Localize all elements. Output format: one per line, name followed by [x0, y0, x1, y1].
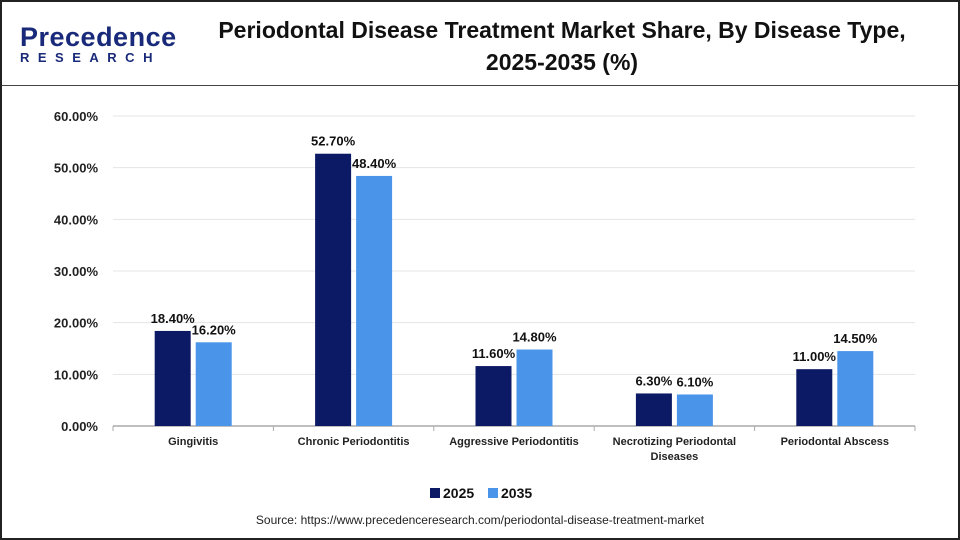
bar-2035 [676, 394, 713, 426]
data-label: 18.40% [151, 311, 196, 326]
y-tick-label: 50.00% [54, 161, 99, 176]
y-tick-label: 40.00% [54, 212, 99, 227]
bar-2025 [635, 393, 672, 426]
bar-2025 [315, 153, 352, 426]
legend-label: 2035 [501, 485, 532, 501]
data-label: 14.80% [512, 330, 557, 345]
x-tick-label: Necrotizing Periodontal [613, 436, 736, 448]
y-tick-label: 30.00% [54, 264, 99, 279]
header: Precedence RESEARCH Periodontal Disease … [2, 2, 958, 86]
bar-2025 [475, 366, 512, 426]
logo-line1: Precedence [20, 22, 177, 52]
x-tick-label: Periodontal Abscess [781, 436, 889, 448]
x-tick-label: Aggressive Periodontitis [449, 436, 579, 448]
y-tick-label: 20.00% [54, 316, 99, 331]
legend-swatch-2035 [488, 488, 498, 498]
x-tick-label: Diseases [651, 451, 699, 463]
data-label: 11.60% [472, 346, 516, 361]
bar-2035 [837, 351, 874, 426]
x-tick-label: Gingivitis [168, 436, 218, 448]
precedence-research-logo: Precedence RESEARCH [20, 22, 177, 65]
source-text: Source: https://www.precedenceresearch.c… [255, 513, 705, 527]
data-label: 16.20% [192, 322, 237, 337]
y-tick-label: 60.00% [54, 109, 99, 124]
x-tick-label: Chronic Periodontitis [298, 436, 410, 448]
legend-swatch-2025 [430, 488, 440, 498]
data-label: 14.50% [833, 331, 878, 346]
bar-2025 [154, 330, 191, 426]
y-tick-label: 0.00% [61, 419, 98, 434]
logo-line2: RESEARCH [20, 50, 161, 65]
bar-2035 [516, 349, 553, 426]
data-label: 52.70% [311, 134, 356, 149]
data-label: 6.10% [676, 374, 713, 389]
legend-label: 2025 [443, 485, 474, 501]
bar-2025 [796, 369, 833, 426]
bar-2035 [356, 175, 393, 426]
chart-title: Periodontal Disease Treatment Market Sha… [218, 17, 906, 75]
data-label: 6.30% [635, 373, 672, 388]
bar-2035 [195, 342, 232, 426]
data-label: 11.00% [793, 349, 837, 364]
y-tick-label: 10.00% [54, 367, 99, 382]
data-label: 48.40% [352, 156, 397, 171]
